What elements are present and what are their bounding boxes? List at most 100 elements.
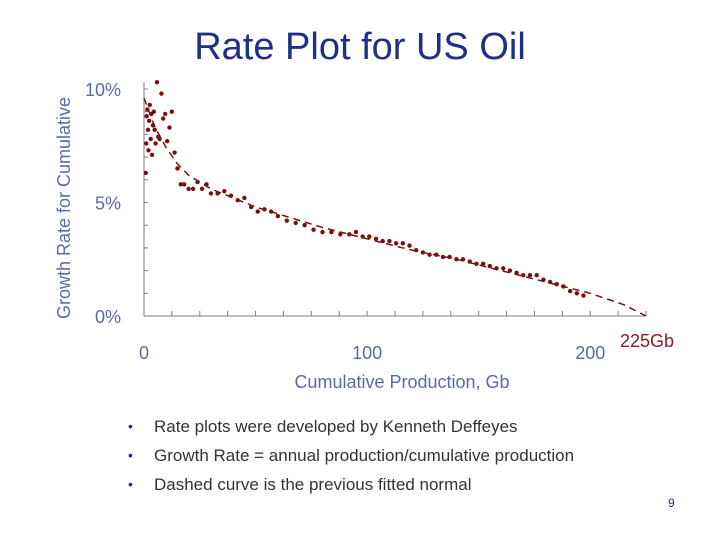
data-point (284, 218, 289, 223)
data-point (387, 238, 392, 244)
data-point (186, 186, 191, 192)
data-point (160, 116, 166, 121)
data-point (514, 270, 519, 276)
data-point (393, 241, 399, 246)
data-point (190, 186, 196, 192)
data-point (434, 252, 439, 257)
chart-axes (143, 82, 646, 317)
data-point (507, 268, 513, 273)
data-point (311, 227, 316, 232)
data-point (154, 79, 160, 85)
data-point (567, 288, 573, 294)
data-point (262, 207, 267, 212)
data-point (454, 257, 459, 262)
data-point (167, 125, 172, 130)
bullet-dot: • (128, 418, 133, 434)
data-point (151, 109, 157, 114)
data-point (159, 91, 164, 96)
data-point (447, 254, 452, 260)
data-point (373, 236, 379, 242)
data-point (175, 166, 180, 171)
y-tick-label: 5% (95, 194, 121, 214)
data-point (178, 182, 184, 187)
bullet-dot: • (128, 476, 133, 492)
bullet-text: Dashed curve is the previous fitted norm… (154, 475, 472, 494)
annotation-225gb: 225Gb (620, 331, 674, 351)
bullet-item: • Rate plots were developed by Kenneth De… (128, 412, 574, 441)
data-point (581, 293, 586, 298)
data-point (144, 114, 149, 119)
data-point (153, 141, 158, 146)
data-point (474, 261, 479, 266)
data-point (145, 107, 150, 112)
data-point (146, 118, 152, 123)
data-point (460, 257, 466, 262)
y-axis-title: Growth Rate for Cumulative (54, 97, 74, 319)
data-point (420, 250, 426, 255)
bullet-text: Growth Rate = annual production/cumulati… (154, 446, 575, 465)
data-point (195, 179, 200, 185)
data-point (501, 266, 506, 271)
data-point (534, 272, 539, 278)
data-point (181, 182, 187, 187)
data-point (152, 127, 157, 133)
bullet-dot: • (128, 447, 133, 463)
data-point (215, 191, 220, 196)
data-point (293, 220, 298, 226)
fitted-normal-dashed-curve (143, 97, 647, 317)
data-point (146, 148, 151, 153)
data-point (235, 198, 240, 203)
data-point (527, 272, 533, 278)
data-point (149, 152, 155, 158)
x-axis-title: Cumulative Production, Gb (294, 372, 509, 392)
data-point (467, 259, 472, 264)
data-point (547, 279, 553, 285)
data-point (162, 111, 168, 117)
data-point (320, 229, 325, 235)
data-point (143, 170, 148, 176)
data-point (145, 127, 151, 133)
data-points (143, 79, 586, 298)
chart-ticks (143, 88, 647, 317)
data-point (338, 232, 343, 237)
y-tick-labels: 0% 5% 10% (85, 80, 121, 327)
data-point (222, 188, 227, 194)
data-point (275, 213, 281, 219)
data-point (248, 204, 254, 210)
data-point (487, 263, 493, 269)
x-tick-label: 100 (352, 343, 382, 363)
bullet-item: • Dashed curve is the previous fitted nor… (128, 470, 574, 499)
data-point (147, 102, 153, 108)
data-point (440, 254, 446, 260)
bullet-text: Rate plots were developed by Kenneth Def… (154, 417, 518, 436)
data-point (353, 229, 359, 235)
data-point (380, 238, 385, 244)
data-point (208, 191, 214, 196)
slide-title: Rate Plot for US Oil (194, 26, 526, 68)
y-tick-label: 10% (85, 80, 121, 100)
data-point (255, 209, 260, 214)
data-point (150, 123, 156, 128)
data-point (204, 182, 209, 187)
data-point (172, 150, 177, 155)
data-point (407, 243, 412, 248)
x-tick-label: 0 (139, 343, 149, 363)
data-point (360, 234, 365, 239)
data-point (242, 195, 247, 201)
data-point (169, 109, 175, 114)
data-point (268, 209, 274, 214)
data-point (347, 232, 352, 237)
bullet-list: • Rate plots were developed by Kenneth De… (128, 412, 574, 499)
data-point (494, 266, 499, 271)
data-point (302, 223, 307, 228)
data-point (228, 193, 234, 198)
y-tick-label: 0% (95, 307, 121, 327)
data-point (521, 272, 526, 278)
data-point (574, 291, 580, 296)
x-tick-label: 200 (575, 343, 605, 363)
data-point (367, 234, 372, 239)
data-point (554, 282, 559, 287)
bullet-item: • Growth Rate = annual production/cumulat… (128, 441, 574, 470)
data-point (148, 136, 153, 142)
